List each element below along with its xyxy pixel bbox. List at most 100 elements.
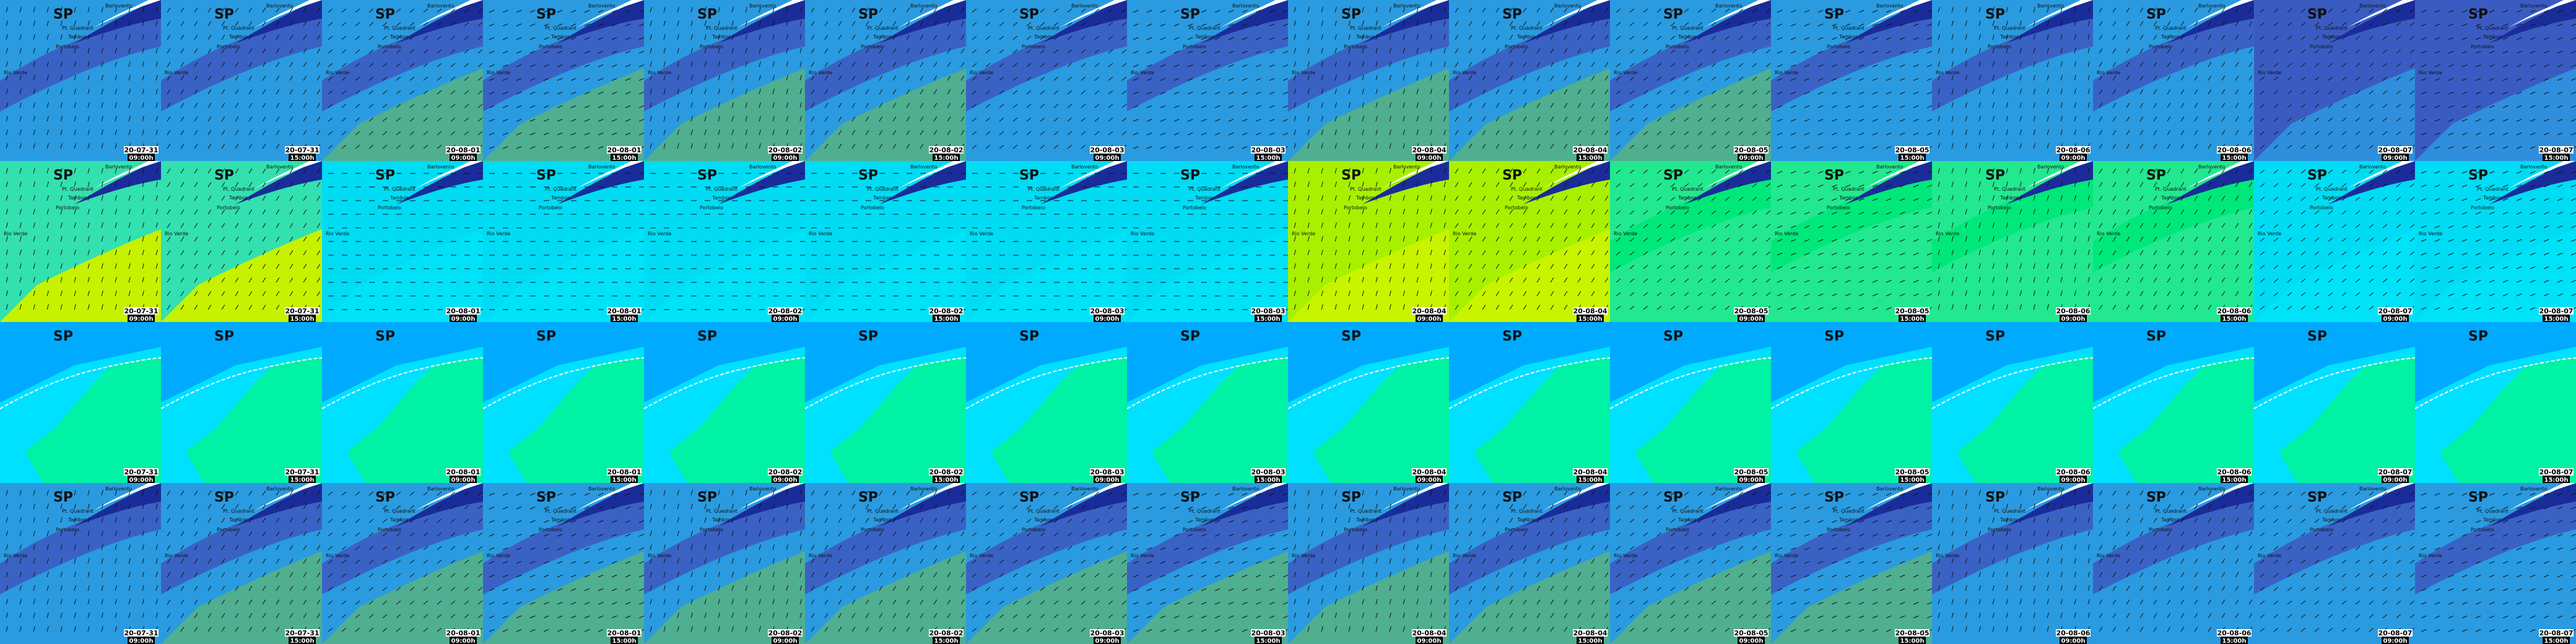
wind-arrow xyxy=(101,290,103,297)
place-label: Pt. Quadrant xyxy=(384,186,416,192)
wind-arrow xyxy=(2382,237,2388,242)
wind-arrow xyxy=(2019,277,2022,283)
wind-arrow xyxy=(2434,146,2440,149)
wind-arrow xyxy=(529,37,536,40)
wind-arrow xyxy=(2369,117,2374,122)
wind-arrow xyxy=(1067,117,1073,122)
wind-arrow xyxy=(101,195,103,201)
wind-arrow xyxy=(142,236,144,242)
tile-time: 15:00h xyxy=(612,155,637,162)
wind-arrow xyxy=(625,119,631,122)
wind-arrow xyxy=(155,236,158,242)
coast xyxy=(1684,0,1771,43)
wind-arrow xyxy=(2126,103,2130,108)
wind-arrow xyxy=(2087,34,2090,40)
wind-arrow xyxy=(1094,90,1100,95)
wind-arrow xyxy=(101,250,103,256)
wind-arrow xyxy=(1321,236,1323,242)
wind-arrow xyxy=(2112,144,2117,149)
map xyxy=(966,322,1127,483)
wind-arrow xyxy=(2167,196,2171,201)
wind-arrow xyxy=(1951,61,1954,67)
wind-arrow xyxy=(74,48,76,54)
wind-arrow xyxy=(2300,103,2306,108)
wind-arrow xyxy=(718,34,720,40)
wind-arrow xyxy=(1643,117,1648,122)
wind-arrow xyxy=(772,116,775,122)
wind-arrow xyxy=(1294,195,1296,201)
place-label: Rio Verde xyxy=(1936,70,1959,76)
wind-arrow xyxy=(1564,35,1568,40)
wind-arrow xyxy=(625,51,631,54)
place-label: Pt. Quadrant xyxy=(2477,186,2509,192)
wind-arrow xyxy=(2543,294,2549,297)
wind-arrow xyxy=(1725,292,1730,297)
wind-arrow xyxy=(1403,143,1405,149)
wind-arrow xyxy=(1430,236,1432,242)
wind-arrow xyxy=(516,78,522,81)
wind-arrow xyxy=(87,116,90,122)
wind-arrow xyxy=(1468,48,1473,54)
wind-arrow xyxy=(1348,195,1351,201)
zone-offshore xyxy=(1610,19,1771,111)
wind-arrow xyxy=(115,304,117,310)
date-box xyxy=(929,468,964,476)
wind-arrow xyxy=(19,209,22,215)
wind-arrow xyxy=(851,89,856,95)
wind-arrow xyxy=(920,48,924,54)
wind-arrow xyxy=(1965,236,1967,242)
wind-arrow xyxy=(2060,102,2063,108)
wind-arrow xyxy=(1790,10,1796,13)
wind-arrow xyxy=(60,7,63,13)
wind-arrow xyxy=(341,117,347,122)
wind-arrow xyxy=(303,182,307,188)
wind-arrow xyxy=(1831,37,1837,40)
wind-arrow xyxy=(1899,133,1905,136)
wind-arrow xyxy=(2341,76,2347,81)
tile-title: SP xyxy=(375,168,395,183)
place-label: Barlovento xyxy=(427,164,455,170)
wind-arrow xyxy=(892,35,897,40)
wind-arrow xyxy=(2448,24,2454,27)
wind-arrow xyxy=(2087,20,2090,27)
wind-arrow xyxy=(1752,224,1757,228)
wind-arrow xyxy=(2019,250,2022,256)
wind-arrow xyxy=(2300,49,2306,54)
wind-arrow xyxy=(194,7,198,13)
place-label: Pt. Quadrant xyxy=(706,25,738,31)
wind-arrow xyxy=(6,236,8,242)
tile-time: 15:00h xyxy=(934,155,959,162)
wind-arrow xyxy=(502,146,508,149)
wind-arrow xyxy=(1872,212,1878,215)
zone-offshore xyxy=(1449,180,1610,272)
wind-arrow xyxy=(2019,61,2022,67)
wind-arrow xyxy=(1738,103,1744,108)
wind-arrow xyxy=(947,130,951,136)
wind-arrow xyxy=(1564,182,1568,188)
wind-arrow xyxy=(1081,90,1086,95)
wind-arrow xyxy=(101,75,103,81)
wind-arrow xyxy=(1831,10,1837,13)
wind-arrow xyxy=(2557,225,2563,228)
place-label: Pt. Quadrant xyxy=(1833,186,1865,192)
wind-arrow xyxy=(2516,105,2522,108)
wind-arrow xyxy=(879,144,883,149)
wind-arrow xyxy=(529,146,536,149)
wind-arrow xyxy=(60,209,63,215)
place-label: Rio Verde xyxy=(1614,231,1637,237)
wind-arrow xyxy=(33,195,35,201)
wind-arrow xyxy=(1242,133,1248,136)
wind-arrow xyxy=(19,181,22,188)
wind-arrow xyxy=(1858,198,1865,201)
wind-arrow xyxy=(2153,21,2157,27)
wind-arrow xyxy=(663,102,666,108)
wind-arrow xyxy=(1523,21,1527,27)
tile-date: 20-08-03 xyxy=(1090,468,1124,476)
wind-arrow xyxy=(1550,305,1554,310)
wind-arrow xyxy=(437,76,442,81)
tile-date: 20-08-06 xyxy=(2217,307,2251,315)
wind-arrow xyxy=(437,117,442,122)
wind-arrow xyxy=(1790,105,1796,108)
wind-arrow xyxy=(1777,266,1783,269)
tile-title: SP xyxy=(1019,7,1039,22)
